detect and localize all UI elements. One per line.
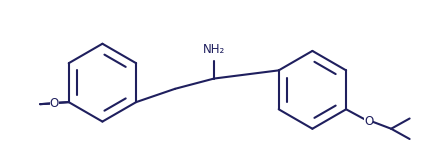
Text: NH₂: NH₂	[203, 43, 225, 56]
Text: O: O	[50, 97, 59, 110]
Text: O: O	[364, 115, 373, 128]
